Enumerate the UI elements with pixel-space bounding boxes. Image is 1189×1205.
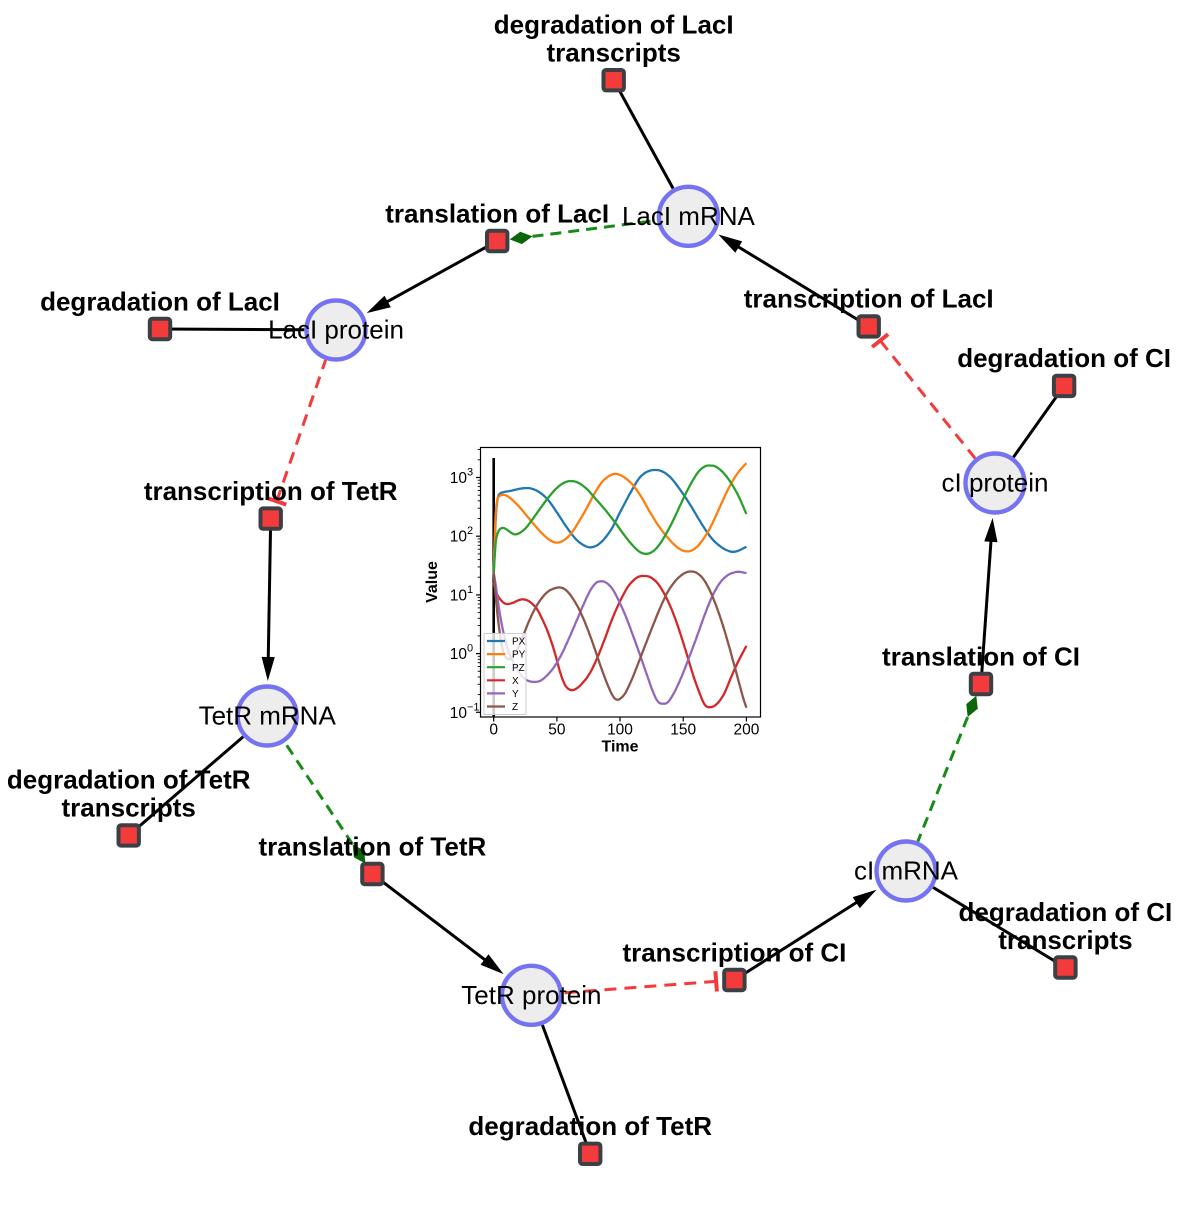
- svg-text:PZ: PZ: [512, 663, 525, 674]
- svg-text:cI mRNA: cI mRNA: [854, 856, 959, 886]
- svg-text:translation of TetR: translation of TetR: [259, 831, 487, 861]
- svg-text:degradation of CI: degradation of CI: [957, 343, 1171, 373]
- svg-text:LacI mRNA: LacI mRNA: [622, 201, 756, 231]
- svg-text:−1: −1: [467, 701, 480, 713]
- svg-text:10: 10: [450, 587, 468, 604]
- svg-text:10: 10: [450, 705, 468, 722]
- svg-text:transcription of TetR: transcription of TetR: [144, 476, 398, 506]
- svg-text:degradation of LacI: degradation of LacI: [40, 286, 280, 316]
- svg-text:degradation of TetR: degradation of TetR: [468, 1111, 712, 1141]
- svg-text:transcripts: transcripts: [998, 925, 1132, 955]
- svg-text:transcription of CI: transcription of CI: [622, 937, 846, 967]
- svg-text:X: X: [512, 676, 519, 687]
- svg-text:TetR protein: TetR protein: [461, 980, 601, 1010]
- svg-text:Value: Value: [424, 561, 441, 603]
- svg-text:degradation of LacI: degradation of LacI: [494, 10, 734, 40]
- svg-text:PY: PY: [512, 650, 526, 661]
- svg-text:150: 150: [670, 722, 696, 739]
- svg-text:translation of LacI: translation of LacI: [385, 198, 609, 228]
- svg-text:cI protein: cI protein: [942, 468, 1049, 498]
- svg-text:Time: Time: [601, 739, 638, 756]
- svg-text:transcription of LacI: transcription of LacI: [744, 284, 994, 314]
- svg-text:transcripts: transcripts: [547, 38, 681, 68]
- svg-text:10: 10: [450, 529, 468, 546]
- svg-text:TetR mRNA: TetR mRNA: [199, 701, 337, 731]
- svg-text:0: 0: [467, 643, 473, 655]
- svg-text:translation of CI: translation of CI: [882, 641, 1080, 671]
- svg-text:Y: Y: [512, 689, 519, 700]
- svg-text:3: 3: [467, 467, 473, 479]
- svg-text:LacI protein: LacI protein: [268, 315, 404, 345]
- svg-text:2: 2: [467, 525, 473, 537]
- svg-text:10: 10: [450, 646, 468, 663]
- svg-text:100: 100: [607, 722, 633, 739]
- svg-text:transcripts: transcripts: [62, 793, 196, 823]
- svg-text:Z: Z: [512, 702, 518, 713]
- svg-text:1: 1: [467, 584, 473, 596]
- svg-text:PX: PX: [512, 637, 526, 648]
- svg-text:50: 50: [548, 722, 566, 739]
- svg-text:10: 10: [450, 470, 468, 487]
- svg-text:0: 0: [489, 722, 498, 739]
- svg-text:degradation of TetR: degradation of TetR: [7, 765, 251, 795]
- svg-text:degradation of CI: degradation of CI: [959, 897, 1173, 927]
- svg-text:200: 200: [733, 722, 759, 739]
